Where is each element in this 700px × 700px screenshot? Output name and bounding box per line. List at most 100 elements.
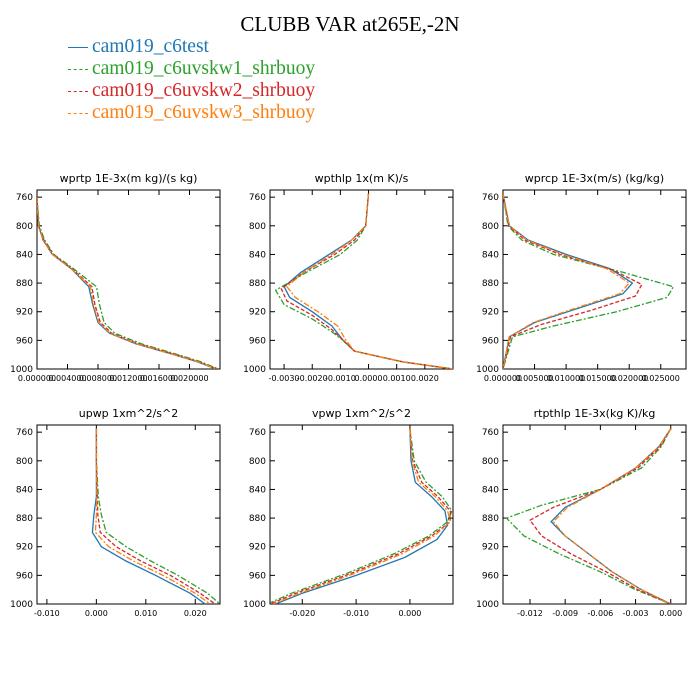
y-tick-label: 920 <box>249 543 266 553</box>
series-line-2 <box>270 428 453 604</box>
x-tick-label: 0.004000 <box>48 374 86 383</box>
series-line-4 <box>552 428 672 604</box>
x-tick-label: 0.000 <box>85 609 108 618</box>
chart-panel-1: wprtp 1E-3x(m kg)/(s kg) 760 800 840 880 920 9… <box>10 172 221 383</box>
legend-label: cam019_c6uvskw1_shrbuoy <box>92 58 316 79</box>
legend: cam019_c6test cam019_c6uvskw1_shrbuoy ca… <box>68 36 315 124</box>
y-tick-label: 800 <box>16 222 33 232</box>
x-tick-label: 0.010000 <box>547 374 585 383</box>
plot-frame <box>269 189 454 370</box>
y-tick-label: 960 <box>16 336 33 346</box>
plot-frame <box>502 424 687 605</box>
legend-swatch <box>68 90 88 92</box>
y-tick-label: 1000 <box>10 600 33 610</box>
y-tick-label: 960 <box>249 336 266 346</box>
chart-panel-4: upwp 1xm^2/s^2 760 800 840 880 920 960 1000-0.0… <box>10 407 221 618</box>
series-line-4 <box>37 197 217 369</box>
series-line-2 <box>37 197 219 369</box>
x-tick-label: 0.008000 <box>79 374 117 383</box>
series-line-3 <box>37 197 218 369</box>
panel-title: wpthlp 1x(m K)/s <box>315 172 409 185</box>
series-line-3 <box>503 193 643 369</box>
x-tick-label: -0.009 <box>552 609 578 618</box>
y-tick-label: 840 <box>16 250 33 260</box>
legend-label: cam019_c6test <box>92 36 209 57</box>
chart-panel-5: vpwp 1xm^2/s^2 760 800 840 880 920 960 1000 -0.0… <box>243 407 454 618</box>
x-tick-label: 0.000000 <box>18 374 56 383</box>
legend-swatch <box>68 68 88 70</box>
series-line-4 <box>286 193 453 369</box>
x-tick-label: -0.010 <box>343 609 369 618</box>
y-tick-label: 840 <box>482 250 499 260</box>
series-line-3 <box>280 193 453 369</box>
x-tick-label: -0.012 <box>517 609 543 618</box>
y-tick-label: 840 <box>249 250 266 260</box>
series-line-2 <box>95 428 220 604</box>
y-tick-label: 1000 <box>476 365 499 375</box>
y-tick-label: 880 <box>249 279 266 289</box>
y-tick-label: 960 <box>482 336 499 346</box>
y-tick-label: 800 <box>482 457 499 467</box>
series-line-2 <box>505 428 672 604</box>
y-tick-label: 1000 <box>10 365 33 375</box>
x-tick-label: -0.020 <box>289 609 315 618</box>
y-tick-label: 760 <box>249 428 266 438</box>
series-line-4 <box>272 428 451 604</box>
x-tick-label: 0.020 <box>184 609 207 618</box>
y-tick-label: 920 <box>482 543 499 553</box>
x-tick-label: 0.016000 <box>140 374 178 383</box>
x-tick-label: 0.0010 <box>383 374 411 383</box>
y-tick-label: 880 <box>16 514 33 524</box>
series-line-1 <box>275 428 449 604</box>
x-tick-label: -0.0030 <box>269 374 300 383</box>
legend-label: cam019_c6uvskw2_shrbuoy <box>92 80 316 101</box>
plot-frame <box>36 189 221 370</box>
x-tick-label: 0.020000 <box>170 374 208 383</box>
series-line-1 <box>283 193 453 369</box>
legend-entry-uvskw1: cam019_c6uvskw1_shrbuoy <box>68 58 315 80</box>
y-tick-label: 880 <box>249 514 266 524</box>
panel-title: vpwp 1xm^2/s^2 <box>312 407 411 420</box>
y-tick-label: 760 <box>16 428 33 438</box>
series-line-1 <box>503 193 634 369</box>
y-tick-label: 760 <box>482 428 499 438</box>
chart-panel-6: rtpthlp 1E-3x(kg K)/kg 760 800 840 880 920 960… <box>476 407 687 618</box>
y-tick-label: 920 <box>249 308 266 318</box>
y-tick-label: 1000 <box>243 365 266 375</box>
panel-title: rtpthlp 1E-3x(kg K)/kg <box>534 407 656 420</box>
x-tick-label: 0.025000 <box>642 374 680 383</box>
figure-title: CLUBB VAR at265E,-2N <box>240 12 460 36</box>
y-tick-label: 920 <box>16 308 33 318</box>
y-tick-label: 920 <box>482 308 499 318</box>
series-line-1 <box>91 428 206 604</box>
legend-label: cam019_c6uvskw3_shrbuoy <box>92 102 316 123</box>
panel-title: wprtp 1E-3x(m kg)/(s kg) <box>60 172 198 185</box>
plot-frame <box>502 189 687 370</box>
y-tick-label: 800 <box>249 457 266 467</box>
series-line-2 <box>274 193 453 369</box>
legend-entry-uvskw3: cam019_c6uvskw3_shrbuoy <box>68 102 315 124</box>
x-tick-label: 0.005000 <box>515 374 553 383</box>
y-tick-label: 880 <box>482 514 499 524</box>
x-tick-label: 0.000 <box>659 609 682 618</box>
x-tick-label: -0.0010 <box>325 374 356 383</box>
legend-entry-uvskw2: cam019_c6uvskw2_shrbuoy <box>68 80 315 102</box>
x-tick-label: -0.0020 <box>297 374 328 383</box>
y-tick-label: 960 <box>482 571 499 581</box>
y-tick-label: 760 <box>249 193 266 203</box>
legend-entry-c6test: cam019_c6test <box>68 36 315 58</box>
y-tick-label: 800 <box>16 457 33 467</box>
y-tick-label: 1000 <box>476 600 499 610</box>
legend-swatch <box>68 112 88 114</box>
y-tick-label: 800 <box>482 222 499 232</box>
panel-title: wprcp 1E-3x(m/s) (kg/kg) <box>525 172 664 185</box>
x-tick-label: -0.003 <box>623 609 649 618</box>
plot-frame <box>269 424 454 605</box>
x-tick-label: -0.006 <box>587 609 613 618</box>
y-tick-label: 840 <box>482 485 499 495</box>
x-tick-label: 0.012000 <box>109 374 147 383</box>
x-tick-label: 0.000 <box>398 609 421 618</box>
series-line-3 <box>270 428 451 604</box>
y-tick-label: 880 <box>482 279 499 289</box>
